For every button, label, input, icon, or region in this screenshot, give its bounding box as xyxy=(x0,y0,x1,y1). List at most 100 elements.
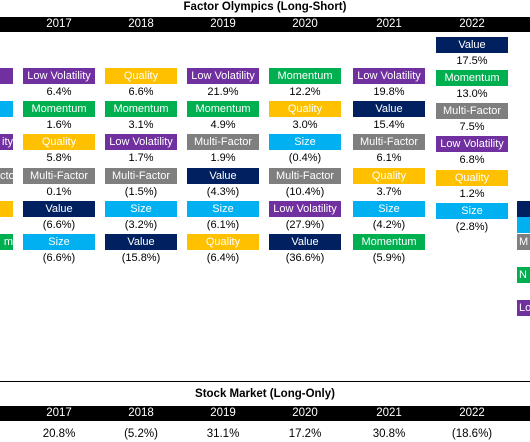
factor-return-value: 3.7% xyxy=(376,185,402,198)
factor-tile-2022-low-volatility: Low Volatility 6.8% xyxy=(436,136,508,170)
factor-name-label: Size xyxy=(436,202,508,219)
factor-name-label: Size xyxy=(23,234,95,250)
factor-tile-2018-low-volatility: Low Volatility 1.7% xyxy=(105,134,177,168)
factor-return-value: 15.4% xyxy=(373,119,405,132)
cropped-factor-chip-left: ity xyxy=(0,134,13,151)
factor-name-label: Multi-Factor xyxy=(105,167,177,184)
factor-name-label: Momentum xyxy=(105,101,177,118)
factor-name-label: Quality xyxy=(105,68,177,84)
factor-tile-2018-momentum: Momentum 3.1% xyxy=(105,101,177,135)
year-label-2021: 2021 xyxy=(376,407,402,419)
factor-return-value: (4.2%) xyxy=(372,218,406,231)
factor-name-label: Multi-Factor xyxy=(353,134,425,151)
factor-return-value: 1.9% xyxy=(210,152,236,165)
cropped-factor-chip-right: N xyxy=(517,267,530,284)
factor-name-label: Momentum xyxy=(353,234,425,250)
factor-tile-2021-momentum: Momentum (5.9%) xyxy=(353,234,425,268)
factor-tile-2020-value: Value (36.6%) xyxy=(269,234,341,268)
factor-return-value: 12.2% xyxy=(289,86,321,98)
factor-tile-2021-value: Value 15.4% xyxy=(353,101,425,135)
factor-tile-2019-quality: Quality (6.4%) xyxy=(187,234,259,268)
factor-return-value: 13.0% xyxy=(456,88,488,100)
factor-return-value: 5.8% xyxy=(46,152,72,165)
factor-return-value: 1.2% xyxy=(459,187,485,200)
cropped-factor-chip-left xyxy=(0,200,13,217)
factor-name-label: Multi-Factor xyxy=(436,103,508,120)
year-label-2022: 2022 xyxy=(459,407,485,419)
factor-return-value: (6.4%) xyxy=(206,252,240,264)
cropped-factor-chip-left: ctor xyxy=(0,167,13,184)
factor-name-label: Quality xyxy=(269,101,341,118)
factor-name-label: Size xyxy=(105,200,177,217)
factor-return-value: 3.1% xyxy=(128,119,154,132)
factor-return-value: (2.8%) xyxy=(455,220,489,233)
factor-name-label: Value xyxy=(436,36,508,53)
factor-return-value: 6.6% xyxy=(128,86,154,98)
factor-tile-2020-quality: Quality 3.0% xyxy=(269,101,341,135)
factor-name-label: Size xyxy=(353,200,425,217)
cropped-factor-chip-right xyxy=(517,217,530,233)
factor-name-label: Value xyxy=(353,101,425,118)
factor-name-label: Low Volatility xyxy=(436,136,508,153)
cropped-factor-chip-right: Lo xyxy=(517,300,530,317)
factor-return-value: (0.4%) xyxy=(288,152,322,165)
year-label-2021: 2021 xyxy=(376,18,402,30)
factor-name-label: Low Volatility xyxy=(105,134,177,151)
factor-name-label: Quality xyxy=(353,167,425,184)
cropped-factor-chip-left xyxy=(0,68,13,84)
factor-tile-2019-low-volatility: Low Volatility 21.9% xyxy=(187,68,259,102)
factor-tile-2019-multi-factor: Multi-Factor 1.9% xyxy=(187,134,259,168)
factor-return-value: (6.6%) xyxy=(42,218,76,231)
year-label-2018: 2018 xyxy=(128,18,154,30)
stock-market-return-2017: 20.8% xyxy=(42,428,76,440)
factor-tile-2022-momentum: Momentum 13.0% xyxy=(436,70,508,104)
factor-tile-2017-momentum: Momentum 1.6% xyxy=(23,101,95,135)
section-divider xyxy=(0,381,530,382)
factor-tile-2021-low-volatility: Low Volatility 19.8% xyxy=(353,68,425,102)
factor-name-label: Quality xyxy=(187,234,259,250)
factor-return-value: (4.3%) xyxy=(206,185,240,198)
factor-name-label: Value xyxy=(187,167,259,184)
factor-return-value: (1.5%) xyxy=(124,185,158,198)
factor-tile-2019-size: Size (6.1%) xyxy=(187,200,259,235)
factor-return-value: 6.1% xyxy=(376,152,402,165)
factor-return-value: (3.2%) xyxy=(124,218,158,231)
factor-return-value: 7.5% xyxy=(459,121,485,134)
stock-market-return-2022: (18.6%) xyxy=(451,428,493,440)
factor-return-value: 6.4% xyxy=(46,86,72,98)
factor-return-value: 3.0% xyxy=(292,119,318,132)
year-label-2018: 2018 xyxy=(128,407,154,419)
factor-return-value: (5.9%) xyxy=(372,252,406,264)
factor-name-label: Momentum xyxy=(269,68,341,84)
factor-tile-2020-size: Size (0.4%) xyxy=(269,134,341,168)
factor-name-label: Multi-Factor xyxy=(23,167,95,184)
factor-tile-2020-momentum: Momentum 12.2% xyxy=(269,68,341,102)
cropped-factor-chip-left: m xyxy=(0,234,13,250)
factor-name-label: Quality xyxy=(436,169,508,186)
factor-return-value: (10.4%) xyxy=(285,185,325,198)
stock-market-return-2020: 17.2% xyxy=(288,428,322,440)
year-label-2020: 2020 xyxy=(292,18,318,30)
year-label-2022: 2022 xyxy=(459,18,485,30)
year-label-2020: 2020 xyxy=(292,407,318,419)
year-label-2017: 2017 xyxy=(46,407,72,419)
factor-name-label: Momentum xyxy=(436,70,508,86)
cropped-factor-chip-right: M xyxy=(517,234,530,250)
factor-tile-2019-momentum: Momentum 4.9% xyxy=(187,101,259,135)
factor-return-value: 21.9% xyxy=(207,86,239,98)
factor-name-label: Value xyxy=(269,234,341,250)
factor-name-label: Value xyxy=(23,200,95,217)
factor-tile-2018-multi-factor: Multi-Factor (1.5%) xyxy=(105,167,177,202)
year-label-2017: 2017 xyxy=(46,18,72,30)
factor-tile-2022-quality: Quality 1.2% xyxy=(436,169,508,204)
factor-return-value: 4.9% xyxy=(210,119,236,132)
stock-market-return-2019: 31.1% xyxy=(206,428,240,440)
factor-name-label: Low Volatility xyxy=(353,68,425,84)
factor-olympics-year-header: 2017 2018 2019 2020 2021 2022 xyxy=(0,17,530,32)
factor-tile-2020-low-volatility: Low Volatility (27.9%) xyxy=(269,200,341,235)
factor-return-value: (15.8%) xyxy=(121,252,161,264)
factor-tile-2018-size: Size (3.2%) xyxy=(105,200,177,235)
factor-name-label: Momentum xyxy=(23,101,95,118)
factor-tile-2017-size: Size (6.6%) xyxy=(23,234,95,268)
stock-market-title: Stock Market (Long-Only) xyxy=(195,388,335,400)
